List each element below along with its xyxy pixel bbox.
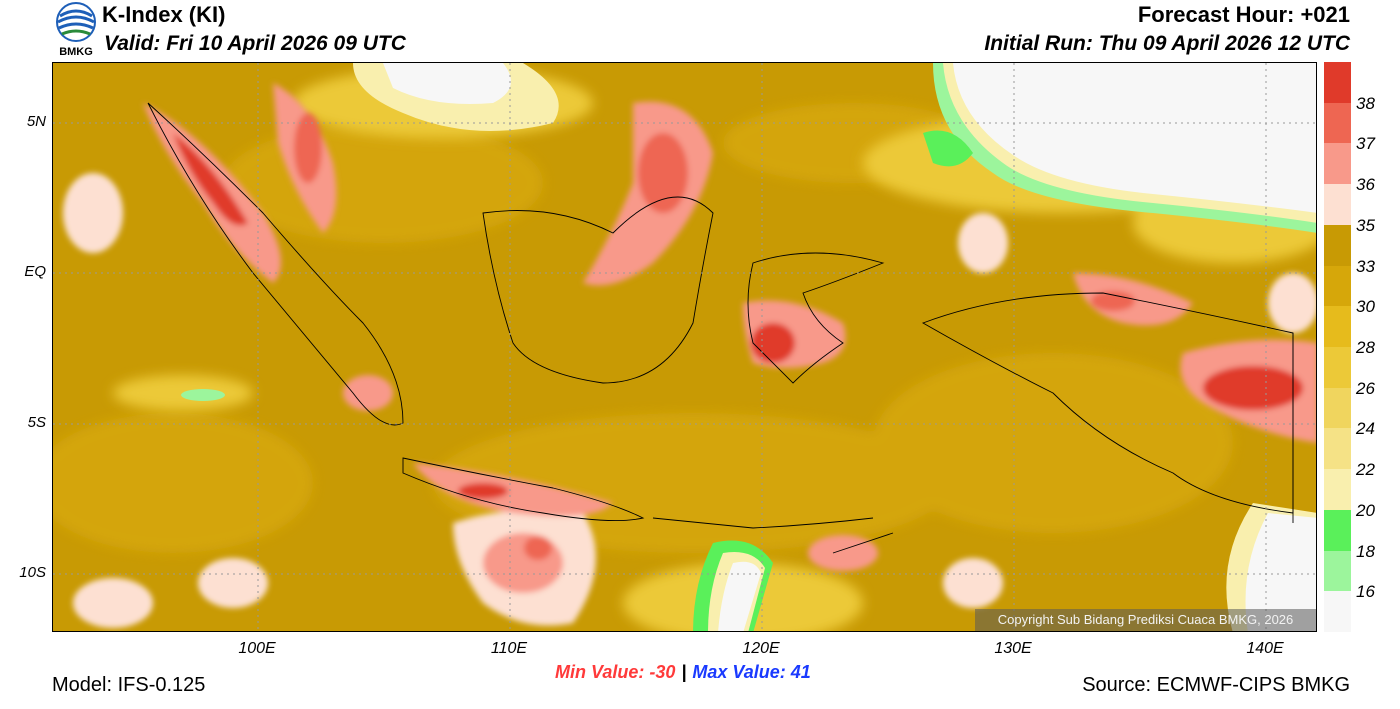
colorbar-label: 28 — [1356, 338, 1375, 357]
copyright-notice: Copyright Sub Bidang Prediksi Cuaca BMKG… — [975, 609, 1316, 631]
lat-label-eq: EQ — [24, 263, 46, 280]
lat-label-10s: 10S — [19, 564, 46, 581]
lon-label-100e: 100E — [238, 640, 276, 657]
colorbar-segment — [1324, 591, 1351, 633]
min-value: Min Value: -30 — [555, 662, 676, 682]
map-canvas — [53, 63, 1316, 631]
min-max-separator: | — [681, 662, 687, 682]
map-title: K-Index (KI) — [102, 2, 226, 27]
colorbar — [1324, 62, 1351, 633]
model-name: Model: IFS-0.125 — [52, 674, 206, 696]
coastlines — [147, 102, 1294, 554]
lat-label-5s: 5S — [27, 414, 46, 431]
forecast-hour: Forecast Hour: +021 — [1137, 2, 1350, 27]
min-max-values: Min Value: -30 | Max Value: 41 — [555, 662, 811, 683]
k-index-map[interactable] — [52, 62, 1317, 632]
colorbar-segment — [1324, 224, 1351, 267]
colorbar-segment — [1324, 62, 1351, 104]
logo-text: BMKG — [59, 46, 93, 58]
lon-label-110e: 110E — [490, 640, 528, 657]
max-value: Max Value: 41 — [692, 662, 811, 682]
colorbar-segment — [1324, 265, 1351, 307]
lon-label-120e: 120E — [742, 640, 780, 657]
colorbar-label: 18 — [1356, 541, 1375, 561]
valid-time: Valid: Fri 10 April 2026 09 UTC — [104, 32, 406, 55]
colorbar-segment — [1324, 469, 1351, 511]
graticule — [53, 63, 1316, 631]
colorbar-label: 35 — [1356, 215, 1375, 235]
lon-label-130e: 130E — [994, 640, 1032, 657]
colorbar-label: 24 — [1356, 419, 1375, 439]
colorbar-segment — [1324, 184, 1351, 226]
colorbar-segment — [1324, 509, 1351, 552]
colorbar-segment — [1324, 102, 1351, 144]
data-source: Source: ECMWF-CIPS BMKG — [1082, 674, 1350, 696]
bmkg-logo — [52, 0, 100, 62]
colorbar-segment — [1324, 306, 1351, 348]
colorbar-segment — [1324, 428, 1351, 470]
field-high-cells — [63, 83, 1316, 628]
colorbar-segment — [1324, 550, 1351, 592]
colorbar-label: 36 — [1356, 175, 1375, 195]
colorbar-label: 16 — [1356, 582, 1375, 602]
initial-run: Initial Run: Thu 09 April 2026 12 UTC — [984, 32, 1350, 55]
lat-label-5n: 5N — [26, 113, 46, 130]
colorbar-label: 37 — [1356, 134, 1375, 154]
colorbar-segment — [1324, 347, 1351, 389]
colorbar-segment — [1324, 143, 1351, 185]
colorbar-label: 26 — [1356, 378, 1375, 398]
lon-label-140e: 140E — [1246, 640, 1284, 657]
colorbar-label: 33 — [1356, 256, 1375, 276]
colorbar-label: 20 — [1356, 500, 1375, 520]
colorbar-label: 30 — [1356, 297, 1375, 317]
colorbar-label: 38 — [1356, 93, 1375, 113]
colorbar-label: 22 — [1356, 460, 1375, 480]
colorbar-segment — [1324, 387, 1351, 429]
field-low-areas — [181, 63, 1316, 631]
